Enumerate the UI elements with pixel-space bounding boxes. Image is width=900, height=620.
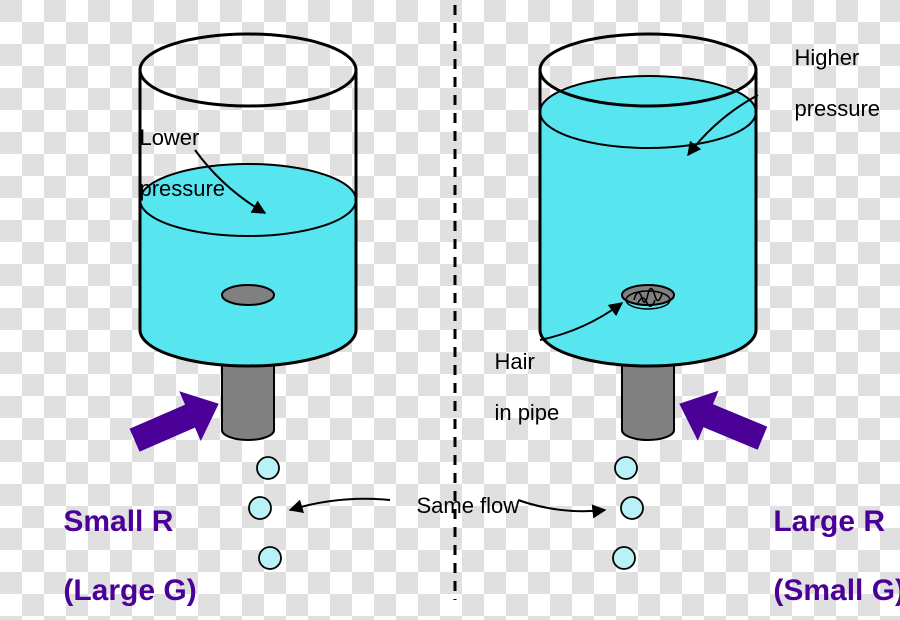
label-large-r: Large R (Small G) — [740, 470, 900, 620]
label-lower-pressure: Lower pressure — [115, 100, 225, 226]
label-higher-pressure: Higher pressure — [770, 20, 880, 146]
label-same-flow: Same flow — [392, 468, 519, 544]
label-small-r: Small R (Large G) — [30, 470, 197, 620]
diagram-stage: Lower pressure Higher pressure Hair in p… — [0, 0, 900, 620]
label-hair-in-pipe: Hair in pipe — [470, 324, 559, 450]
